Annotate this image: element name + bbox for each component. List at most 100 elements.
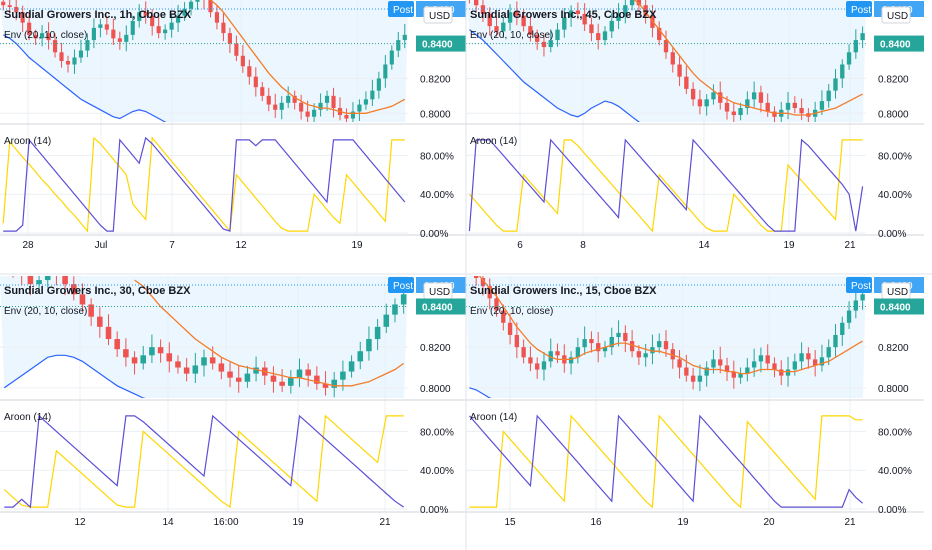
candle bbox=[704, 99, 709, 107]
post-badge[interactable] bbox=[846, 277, 872, 293]
candle bbox=[555, 351, 560, 356]
aroon-up-line bbox=[468, 139, 863, 233]
candle bbox=[704, 367, 709, 376]
candle bbox=[124, 34, 129, 42]
candle bbox=[765, 355, 770, 364]
candle bbox=[467, 266, 471, 270]
candle bbox=[322, 383, 329, 388]
indicator-label: Env (20, 10, close) bbox=[470, 306, 553, 317]
candle bbox=[731, 111, 736, 116]
candle bbox=[501, 310, 506, 323]
price-tick-label: 0.8200 bbox=[878, 343, 909, 354]
candle bbox=[724, 365, 730, 372]
time-tick-label: 14 bbox=[698, 240, 710, 251]
candle bbox=[305, 111, 310, 117]
candle bbox=[85, 40, 90, 51]
aroon-tick-label: 80.00% bbox=[420, 427, 454, 438]
post-badge[interactable] bbox=[388, 1, 414, 17]
post-badge[interactable] bbox=[846, 1, 872, 17]
currency-label[interactable]: USD bbox=[887, 287, 908, 298]
price-pane bbox=[466, 266, 866, 398]
candle bbox=[183, 367, 190, 374]
candle bbox=[711, 359, 716, 368]
candle bbox=[765, 102, 770, 112]
candle bbox=[253, 367, 259, 374]
candle bbox=[589, 339, 594, 344]
candle bbox=[745, 367, 750, 374]
candle bbox=[273, 104, 278, 110]
aroon-tick-label: 40.00% bbox=[420, 466, 454, 477]
time-tick-label: 19 bbox=[351, 240, 363, 251]
candle bbox=[279, 381, 285, 386]
usd-currency-badge-icon[interactable] bbox=[423, 6, 453, 24]
candle bbox=[684, 367, 689, 376]
aroon-label: Aroon (14) bbox=[4, 136, 51, 147]
envelope-basis-line bbox=[633, 0, 863, 116]
aroon-pane bbox=[0, 136, 408, 234]
aroon-tick-label: 0.00% bbox=[420, 505, 448, 516]
candle bbox=[657, 341, 662, 348]
candle bbox=[400, 294, 407, 305]
chart-title: Sundial Growers Inc., 15, Cboe BZX bbox=[470, 285, 657, 297]
candle bbox=[234, 43, 239, 56]
candle bbox=[616, 332, 621, 337]
last-price: 0.8400 bbox=[422, 303, 453, 314]
candle bbox=[296, 369, 303, 378]
candle bbox=[494, 26, 499, 32]
candle bbox=[589, 24, 594, 34]
candle bbox=[826, 90, 831, 102]
post-badge-label[interactable]: Post bbox=[393, 281, 413, 292]
post-badge-label[interactable]: Post bbox=[851, 281, 871, 292]
candle bbox=[105, 326, 112, 340]
candle bbox=[10, 266, 16, 270]
candle bbox=[374, 326, 381, 340]
candle bbox=[59, 52, 64, 61]
candle bbox=[846, 52, 852, 65]
currency-label[interactable]: USD bbox=[887, 11, 908, 22]
candle bbox=[853, 300, 858, 311]
candle bbox=[363, 99, 368, 105]
candle bbox=[623, 5, 628, 14]
usd-currency-badge-icon[interactable] bbox=[881, 6, 911, 24]
candle bbox=[568, 10, 574, 18]
candle bbox=[98, 24, 103, 28]
candle bbox=[677, 64, 682, 77]
candle bbox=[609, 337, 614, 348]
candle bbox=[494, 298, 499, 311]
post-badge[interactable] bbox=[388, 277, 414, 293]
chart-pane-4: Sundial Growers Inc., 15, Cboe BZX Env (2… bbox=[466, 266, 924, 528]
candle bbox=[244, 373, 251, 382]
chart-title: Sundial Growers Inc., 30, Cboe BZX bbox=[4, 285, 191, 297]
candle bbox=[535, 34, 540, 42]
candle bbox=[860, 33, 865, 41]
currency-label[interactable]: USD bbox=[429, 11, 450, 22]
aroon-label: Aroon (14) bbox=[470, 412, 517, 423]
time-tick-label: 14 bbox=[162, 517, 174, 528]
candle bbox=[44, 276, 51, 281]
aroon-down-line bbox=[468, 138, 864, 232]
candle bbox=[629, 0, 635, 6]
candle bbox=[731, 371, 736, 378]
candle bbox=[91, 27, 96, 41]
candle bbox=[779, 369, 784, 376]
time-tick-label: 12 bbox=[235, 240, 247, 251]
envelope-basis-line bbox=[478, 276, 863, 375]
aroon-tick-label: 40.00% bbox=[878, 190, 912, 201]
candle bbox=[677, 359, 682, 368]
candle bbox=[396, 40, 401, 51]
candle bbox=[166, 353, 173, 362]
candle bbox=[738, 373, 743, 378]
candle bbox=[130, 20, 135, 35]
envelope-basis-line bbox=[210, 0, 406, 114]
currency-label[interactable]: USD bbox=[429, 287, 450, 298]
aroon-tick-label: 80.00% bbox=[878, 151, 912, 162]
candle bbox=[663, 40, 669, 53]
candle bbox=[629, 341, 635, 352]
candle bbox=[643, 5, 648, 16]
candle bbox=[616, 13, 621, 21]
aroon-pane bbox=[466, 138, 866, 234]
candle bbox=[140, 355, 147, 364]
post-badge-label[interactable]: Post bbox=[851, 5, 871, 16]
candle bbox=[169, 22, 174, 30]
post-badge-label[interactable]: Post bbox=[393, 5, 413, 16]
